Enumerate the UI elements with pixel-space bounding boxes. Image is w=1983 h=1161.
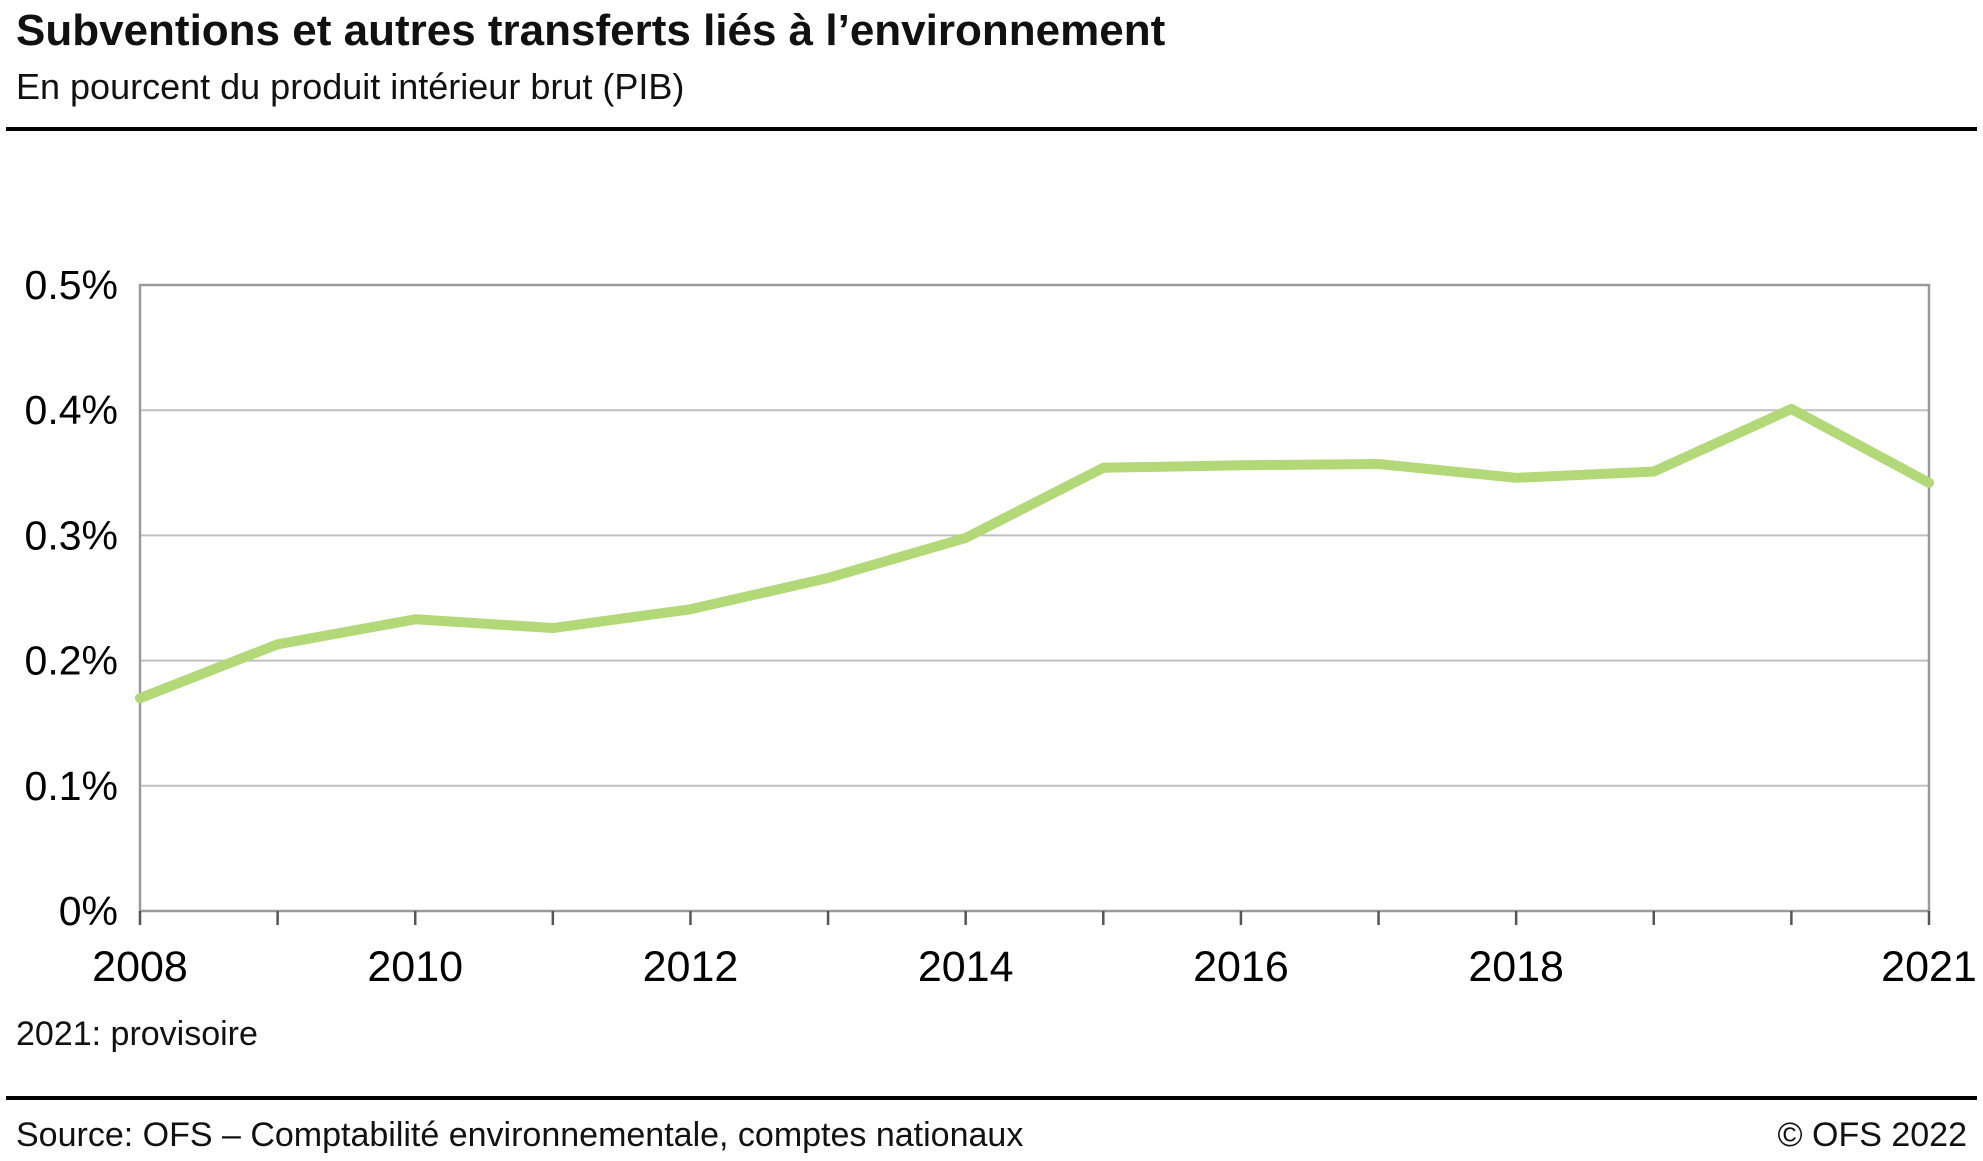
bottom-divider	[6, 1096, 1977, 1100]
svg-text:0%: 0%	[59, 888, 118, 934]
svg-text:2018: 2018	[1468, 943, 1564, 991]
svg-text:0.5%: 0.5%	[25, 262, 118, 308]
chart-area: 0% 0.1% 0.2% 0.3% 0.4% 0.5% 2008 2010 2012 2014 20…	[0, 200, 1983, 1000]
svg-text:0.1%: 0.1%	[25, 763, 118, 809]
svg-text:2014: 2014	[918, 943, 1014, 991]
svg-text:2016: 2016	[1193, 943, 1289, 991]
svg-text:2021: 2021	[1881, 943, 1977, 991]
source-text: Source: OFS – Comptabilité environnement…	[16, 1116, 1024, 1154]
svg-text:2012: 2012	[643, 943, 739, 991]
line-chart: 0% 0.1% 0.2% 0.3% 0.4% 0.5% 2008 2010 2012 2014 20…	[25, 262, 1977, 991]
svg-text:0.3%: 0.3%	[25, 512, 118, 558]
top-divider	[6, 127, 1977, 131]
copyright-text: © OFS 2022	[1777, 1116, 1967, 1154]
page-subtitle: En pourcent du produit intérieur brut (P…	[16, 66, 685, 107]
page-title: Subventions et autres transferts liés à …	[16, 6, 1166, 55]
svg-text:2010: 2010	[367, 943, 463, 991]
chart-footnote: 2021: provisoire	[16, 1015, 258, 1053]
svg-text:0.2%: 0.2%	[25, 638, 118, 684]
svg-text:2008: 2008	[92, 943, 188, 991]
svg-text:0.4%: 0.4%	[25, 387, 118, 433]
